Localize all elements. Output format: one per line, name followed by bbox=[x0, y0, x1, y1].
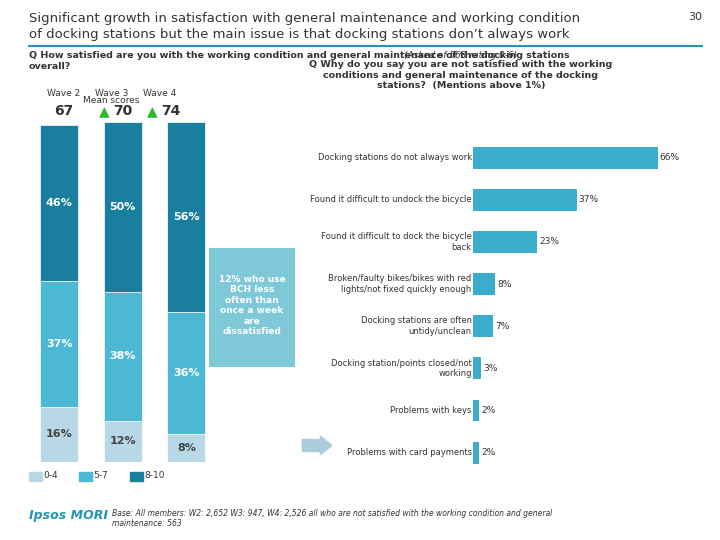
Bar bbox=[473, 231, 537, 253]
Bar bbox=[473, 315, 492, 337]
Text: 66%: 66% bbox=[660, 153, 680, 162]
Text: Docking stations are often
untidy/unclean: Docking stations are often untidy/unclea… bbox=[361, 316, 472, 336]
Text: 2%: 2% bbox=[481, 448, 495, 457]
Text: Q Why do you say you are not satisfied with the working
conditions and general m: Q Why do you say you are not satisfied w… bbox=[309, 60, 613, 90]
Text: Ipsos MORI: Ipsos MORI bbox=[29, 509, 108, 522]
Text: Docking station/points closed/not
working: Docking station/points closed/not workin… bbox=[330, 359, 472, 378]
Text: 38%: 38% bbox=[109, 351, 136, 361]
Text: Found it difficult to dock the bicycle
back: Found it difficult to dock the bicycle b… bbox=[321, 232, 472, 252]
Text: Found it difficult to undock the bicycle: Found it difficult to undock the bicycle bbox=[310, 195, 472, 204]
Text: 70: 70 bbox=[113, 104, 132, 118]
Text: ▲: ▲ bbox=[147, 104, 158, 118]
Text: of docking stations but the main issue is that docking stations don’t always wor: of docking stations but the main issue i… bbox=[29, 28, 570, 41]
Text: (Asked of 563 rating 0-6): (Asked of 563 rating 0-6) bbox=[404, 51, 518, 60]
Text: 23%: 23% bbox=[539, 238, 559, 246]
Bar bbox=[104, 122, 142, 292]
Bar bbox=[40, 407, 78, 462]
Text: ▲: ▲ bbox=[99, 104, 109, 118]
Bar bbox=[473, 189, 577, 211]
Bar bbox=[473, 357, 482, 379]
Text: Mean scores: Mean scores bbox=[84, 96, 140, 105]
Text: 12%: 12% bbox=[109, 436, 136, 446]
Text: Docking stations do not always work: Docking stations do not always work bbox=[318, 153, 472, 162]
Text: Problems with keys: Problems with keys bbox=[390, 406, 472, 415]
Text: 8-10: 8-10 bbox=[144, 471, 164, 480]
Text: 0-4: 0-4 bbox=[43, 471, 58, 480]
Text: Problems with card payments: Problems with card payments bbox=[346, 448, 472, 457]
Text: Significant growth in satisfaction with general maintenance and working conditio: Significant growth in satisfaction with … bbox=[29, 12, 580, 25]
Text: 12% who use
BCH less
often than
once a week
are
dissatisfied: 12% who use BCH less often than once a w… bbox=[219, 275, 285, 336]
Text: Q How satisfied are you with the working condition and general maintenance of th: Q How satisfied are you with the working… bbox=[29, 51, 570, 71]
Text: 7%: 7% bbox=[495, 322, 509, 330]
Text: 67: 67 bbox=[54, 104, 73, 118]
Text: 2%: 2% bbox=[481, 406, 495, 415]
Bar bbox=[167, 312, 205, 435]
Text: Wave 3: Wave 3 bbox=[95, 89, 128, 98]
Text: 46%: 46% bbox=[46, 198, 73, 208]
Text: Wave 4: Wave 4 bbox=[143, 89, 176, 98]
Text: 37%: 37% bbox=[46, 339, 73, 349]
Text: Wave 2: Wave 2 bbox=[47, 89, 80, 98]
Text: 37%: 37% bbox=[579, 195, 599, 204]
Text: 50%: 50% bbox=[109, 201, 136, 212]
Text: Broken/faulty bikes/bikes with red
lights/not fixed quickly enough: Broken/faulty bikes/bikes with red light… bbox=[328, 274, 472, 294]
Bar bbox=[167, 435, 205, 462]
Bar bbox=[104, 421, 142, 462]
Text: 3%: 3% bbox=[484, 364, 498, 373]
Bar bbox=[473, 147, 657, 168]
Text: 8%: 8% bbox=[498, 280, 512, 288]
Bar bbox=[40, 125, 78, 281]
FancyBboxPatch shape bbox=[207, 246, 297, 369]
Text: 16%: 16% bbox=[46, 429, 73, 440]
Bar bbox=[473, 273, 495, 295]
Text: 74: 74 bbox=[161, 104, 181, 118]
Bar bbox=[473, 442, 479, 463]
Bar bbox=[104, 292, 142, 421]
Bar bbox=[40, 281, 78, 407]
Bar bbox=[473, 400, 479, 421]
Text: Base: All members: W2: 2,652 W3: 947, W4: 2,526 all who are not satisfied with t: Base: All members: W2: 2,652 W3: 947, W4… bbox=[112, 509, 552, 528]
Text: 5-7: 5-7 bbox=[94, 471, 108, 480]
Text: 56%: 56% bbox=[173, 212, 199, 222]
Text: 30: 30 bbox=[688, 12, 702, 22]
Text: 36%: 36% bbox=[173, 368, 199, 378]
Text: 8%: 8% bbox=[177, 443, 196, 453]
Bar bbox=[167, 122, 205, 312]
